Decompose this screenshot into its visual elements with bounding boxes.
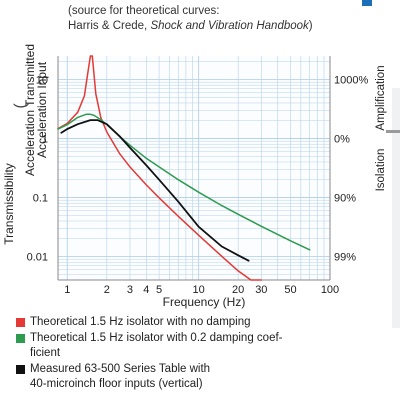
y-tick-label: 0.01 xyxy=(27,252,48,264)
top-accent-bar xyxy=(362,0,372,6)
chart-legend: Theoretical 1.5 Hz isolator with no damp… xyxy=(16,315,282,393)
right-side-panel xyxy=(392,88,400,328)
right-tick-label: 99% xyxy=(334,252,356,264)
source-note-close: ) xyxy=(308,20,313,32)
legend-item-damped: Theoretical 1.5 Hz isolator with 0.2 dam… xyxy=(16,331,282,362)
legend-swatch-red xyxy=(16,318,25,327)
y-tick-label: 10 xyxy=(36,74,48,86)
amplification-label: Amplification xyxy=(375,65,387,130)
legend-item-no-damping: Theoretical 1.5 Hz isolator with no damp… xyxy=(16,315,282,331)
x-axis-label: Frequency (Hz) xyxy=(163,295,246,309)
right-tick-label: 90% xyxy=(334,193,356,205)
x-tick-label: 30 xyxy=(255,284,267,296)
x-tick-label: 2 xyxy=(104,284,110,296)
x-tick-label: 50 xyxy=(284,284,296,296)
x-tick-label: 3 xyxy=(127,284,133,296)
y-axis-label-input: Acceleration Input xyxy=(35,61,49,158)
legend-text: ficient xyxy=(30,347,61,359)
series-line-damped xyxy=(57,113,311,251)
isolation-label: Isolation xyxy=(375,149,387,192)
y-tick-label: 0.1 xyxy=(33,193,48,205)
legend-text: 40-microinch floor inputs (vertical) xyxy=(30,378,203,390)
legend-text: Theoretical 1.5 Hz isolator with no damp… xyxy=(30,316,251,328)
legend-item-measured: Measured 63-500 Series Table with 40-mic… xyxy=(16,362,282,393)
legend-swatch-green xyxy=(16,333,25,343)
legend-text: Measured 63-500 Series Table with xyxy=(30,362,211,375)
y-tick-label: 1 xyxy=(42,133,48,145)
source-note-book-title: Shock and Vibration Handbook xyxy=(150,20,309,32)
x-tick-label: 10 xyxy=(193,284,205,296)
x-tick-label: 4 xyxy=(143,284,149,296)
plot-area xyxy=(58,56,330,280)
legend-swatch-black xyxy=(16,364,25,374)
x-tick-label: 5 xyxy=(156,284,162,296)
source-note-line1: (source for theoretical curves: xyxy=(68,5,220,17)
source-note-authors: Harris & Crede, xyxy=(68,20,151,32)
right-tick-label: 0% xyxy=(334,133,350,145)
series-line-no_damping xyxy=(57,55,263,281)
transmissibility-chart: 1 2 3 4 5 10 20 30 50 100 10 1 0.1 0.01 1000% 0% 90% 99% F… xyxy=(2,44,387,309)
y-axis-label-transmissibility: Transmissibility xyxy=(2,163,16,245)
legend-text: Theoretical 1.5 Hz isolator with 0.2 dam… xyxy=(30,331,283,344)
y-axis-paren: ( xyxy=(12,103,29,109)
x-tick-label: 100 xyxy=(321,284,339,296)
x-tick-label: 20 xyxy=(232,284,244,296)
series-line-measured xyxy=(60,119,250,262)
right-tick-label: 1000% xyxy=(334,74,368,86)
source-note-line2: Harris & Crede, Shock and Vibration Hand… xyxy=(68,19,313,34)
source-note: (source for theoretical curves: Harris &… xyxy=(68,4,313,34)
x-tick-label: 1 xyxy=(64,284,70,296)
right-edge-marker xyxy=(386,130,400,133)
y-axis-label-transmitted: Acceleration Transmitted xyxy=(23,44,37,176)
